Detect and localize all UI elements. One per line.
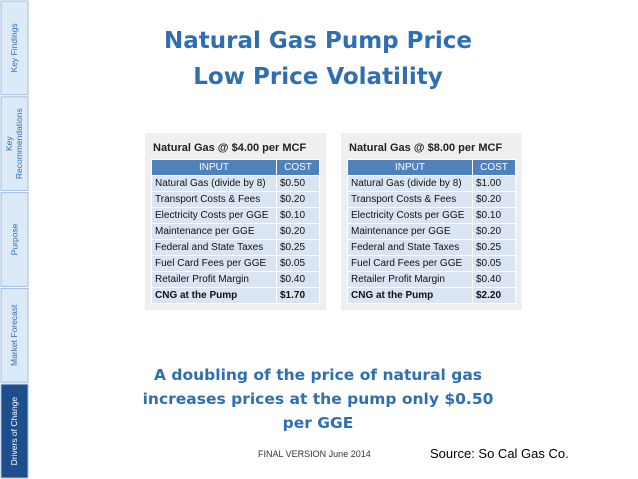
table-cell: $0.20 xyxy=(276,191,320,208)
cost-table: INPUT COST Natural Gas (divide by 8) $0.50 T… xyxy=(151,159,320,304)
table-cell: $0.20 xyxy=(472,191,516,208)
summary-text: A doubling of the price of natural gas xyxy=(153,366,483,384)
footer-source: Source: So Cal Gas Co. xyxy=(430,446,569,461)
table-cell: $0.05 xyxy=(276,255,320,272)
table-row: Maintenance per GGE $0.20 xyxy=(347,223,516,240)
table-row: Electricity Costs per GGE $0.10 xyxy=(151,207,320,224)
table-cell: Federal and State Taxes xyxy=(151,239,277,256)
table-caption: Natural Gas @ $4.00 per MCF xyxy=(153,142,307,154)
table-panel: Natural Gas @ $8.00 per MCF INPUT COST Natu… xyxy=(341,133,522,310)
table-row: Transport Costs & Fees $0.20 xyxy=(151,191,320,208)
table-cell: $1.70 xyxy=(276,287,320,304)
table-cell: $0.40 xyxy=(472,271,516,288)
slide-title: Natural Gas Pump Price xyxy=(164,28,472,54)
table-row: CNG at the Pump $1.70 xyxy=(151,287,320,304)
table-cell: Natural Gas (divide by 8) xyxy=(151,175,277,192)
table-cell: Retailer Profit Margin xyxy=(151,271,277,288)
table-row: Federal and State Taxes $0.25 xyxy=(151,239,320,256)
sidebar-tab[interactable] xyxy=(0,192,29,287)
table-cell: Fuel Card Fees per GGE xyxy=(347,255,473,272)
table-row: Retailer Profit Margin $0.40 xyxy=(347,271,516,288)
sidebar-tab-label: Market Forecast xyxy=(9,304,19,366)
table-cell: $0.25 xyxy=(472,239,516,256)
table-row: Retailer Profit Margin $0.40 xyxy=(151,271,320,288)
summary-text: per GGE xyxy=(282,414,354,432)
column-header: COST xyxy=(472,159,516,176)
table-row: Fuel Card Fees per GGE $0.05 xyxy=(347,255,516,272)
table-row: Federal and State Taxes $0.25 xyxy=(347,239,516,256)
sidebar-tab[interactable] xyxy=(0,383,29,479)
cost-table: INPUT COST Natural Gas (divide by 8) $1.00 T… xyxy=(347,159,516,304)
table-row: Natural Gas (divide by 8) $1.00 xyxy=(347,175,516,192)
table-cell: $0.10 xyxy=(276,207,320,224)
table-cell: Natural Gas (divide by 8) xyxy=(347,175,473,192)
table-panel: Natural Gas @ $4.00 per MCF INPUT COST Natu… xyxy=(145,133,326,310)
sidebar-tab-label: Key xyxy=(4,136,14,151)
table-cell: $0.40 xyxy=(276,271,320,288)
sidebar-tab-label: Recommendations xyxy=(14,108,24,179)
table-cell: Transport Costs & Fees xyxy=(151,191,277,208)
summary-text: increases prices at the pump only $0.50 xyxy=(142,390,494,408)
table-caption: Natural Gas @ $8.00 per MCF xyxy=(349,142,503,154)
sidebar-tab[interactable] xyxy=(0,96,29,192)
table-cell: Maintenance per GGE xyxy=(347,223,473,240)
column-header: INPUT xyxy=(151,159,277,176)
table-row: Transport Costs & Fees $0.20 xyxy=(347,191,516,208)
table-cell: $0.20 xyxy=(472,223,516,240)
table-row: CNG at the Pump $2.20 xyxy=(347,287,516,304)
slide-title: Low Price Volatility xyxy=(193,64,443,90)
table-cell: CNG at the Pump xyxy=(347,287,473,304)
table-cell: Electricity Costs per GGE xyxy=(347,207,473,224)
table-cell: $1.00 xyxy=(472,175,516,192)
header-row: INPUT COST xyxy=(347,159,516,176)
table-cell: $0.20 xyxy=(276,223,320,240)
table-cell: $0.25 xyxy=(276,239,320,256)
table-cell: $0.50 xyxy=(276,175,320,192)
table-cell: Transport Costs & Fees xyxy=(347,191,473,208)
table-row: Fuel Card Fees per GGE $0.05 xyxy=(151,255,320,272)
table-row: Electricity Costs per GGE $0.10 xyxy=(347,207,516,224)
table-cell: $0.10 xyxy=(472,207,516,224)
table-cell: Retailer Profit Margin xyxy=(347,271,473,288)
table-cell: Fuel Card Fees per GGE xyxy=(151,255,277,272)
header-row: INPUT COST xyxy=(151,159,320,176)
table-cell: Maintenance per GGE xyxy=(151,223,277,240)
table-cell: Electricity Costs per GGE xyxy=(151,207,277,224)
footer-version: FINAL VERSION June 2014 xyxy=(258,449,371,459)
table-cell: CNG at the Pump xyxy=(151,287,277,304)
column-header: INPUT xyxy=(347,159,473,176)
sidebar-tab-label: Drivers of Change xyxy=(9,397,19,466)
column-header: COST xyxy=(276,159,320,176)
table-cell: $2.20 xyxy=(472,287,516,304)
sidebar: Key Findings Key Recommendations Purpose Mar… xyxy=(0,0,29,479)
table-row: Maintenance per GGE $0.20 xyxy=(151,223,320,240)
table-cell: $0.05 xyxy=(472,255,516,272)
sidebar-tab[interactable] xyxy=(0,287,29,383)
sidebar-tab-label: Purpose xyxy=(9,223,19,255)
sidebar-tab[interactable] xyxy=(0,0,29,96)
table-row: Natural Gas (divide by 8) $0.50 xyxy=(151,175,320,192)
sidebar-tab-label: Key Findings xyxy=(9,23,19,72)
table-cell: Federal and State Taxes xyxy=(347,239,473,256)
